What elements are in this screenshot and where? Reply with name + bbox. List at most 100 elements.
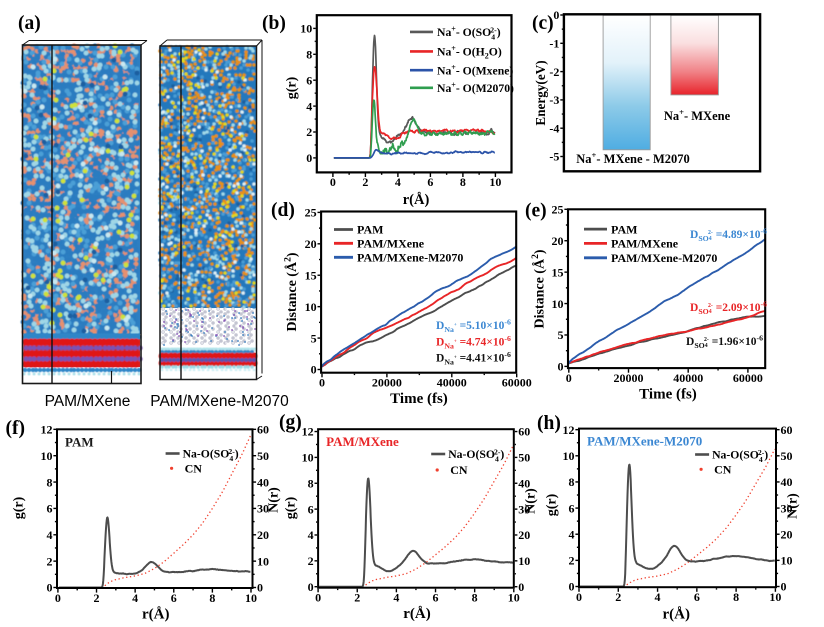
svg-text:25: 25 <box>552 203 564 217</box>
svg-text:10: 10 <box>300 22 312 36</box>
svg-text:50: 50 <box>518 451 530 465</box>
svg-text:r(Å): r(Å) <box>403 192 430 208</box>
svg-text:10: 10 <box>302 451 314 465</box>
svg-text:40000: 40000 <box>437 376 467 390</box>
svg-text:(h): (h) <box>537 413 561 434</box>
svg-text:8: 8 <box>308 476 314 490</box>
svg-text:DSO​42- =1.96×10-6​: DSO​42- =1.96×10-6​ <box>686 334 763 350</box>
svg-text:50: 50 <box>781 449 793 463</box>
svg-text:N(r): N(r) <box>267 487 282 513</box>
svg-text:4: 4 <box>308 528 314 542</box>
svg-text:Na+​- O(H2​O): Na+​- O(H2​O) <box>437 44 502 60</box>
svg-text:0: 0 <box>319 376 325 390</box>
svg-text:(a): (a) <box>18 13 41 34</box>
svg-text:g(r): g(r) <box>285 76 300 99</box>
svg-text:30: 30 <box>257 502 269 516</box>
svg-text:20: 20 <box>552 234 564 248</box>
svg-text:DSO​42- =4.89×10-6​: DSO​42- =4.89×10-6​ <box>690 227 767 243</box>
svg-text:40: 40 <box>518 476 530 490</box>
svg-text:8: 8 <box>472 591 478 605</box>
svg-text:4: 4 <box>395 175 401 189</box>
svg-text:Na+​- O(M2070): Na+​- O(M2070) <box>437 81 514 95</box>
svg-text:PAM/MXene: PAM/MXene <box>45 393 131 410</box>
svg-text:60000: 60000 <box>733 371 763 385</box>
svg-text:2: 2 <box>94 591 100 605</box>
svg-text:60: 60 <box>781 423 793 437</box>
svg-text:50: 50 <box>257 449 269 463</box>
svg-text:(e): (e) <box>525 201 547 222</box>
svg-text:-1: -1 <box>549 37 559 51</box>
svg-text:0: 0 <box>576 590 582 604</box>
svg-text:PAM: PAM <box>65 434 94 449</box>
svg-text:0: 0 <box>308 580 314 594</box>
svg-text:10: 10 <box>518 554 530 568</box>
svg-text:10: 10 <box>245 591 257 605</box>
svg-text:PAM/MXene: PAM/MXene <box>357 237 425 251</box>
svg-text:20000: 20000 <box>372 376 402 390</box>
svg-text:6: 6 <box>569 501 575 515</box>
svg-text:Na+​- MXene: Na+​- MXene <box>664 107 731 123</box>
svg-text:40: 40 <box>781 475 793 489</box>
svg-text:PAM/MXene-M2070: PAM/MXene-M2070 <box>150 393 289 410</box>
svg-text:Na+​- O(Mxene): Na+​- O(Mxene) <box>437 63 513 77</box>
svg-text:Na+​- MXene - M2070: Na+​- MXene - M2070 <box>576 150 690 166</box>
svg-text:2: 2 <box>569 554 575 568</box>
svg-text:2: 2 <box>354 591 360 605</box>
svg-text:10: 10 <box>781 554 793 568</box>
svg-text:PAM/MXene-M2070: PAM/MXene-M2070 <box>587 434 702 449</box>
svg-text:2: 2 <box>362 175 368 189</box>
svg-text:10: 10 <box>305 300 317 314</box>
svg-text:-3: -3 <box>549 93 559 107</box>
svg-text:2: 2 <box>47 554 53 568</box>
svg-text:8: 8 <box>209 591 215 605</box>
svg-text:0: 0 <box>330 175 336 189</box>
svg-text:DSO​42- =2.09×10-6​: DSO​42- =2.09×10-6​ <box>690 300 767 316</box>
svg-text:Time (fs): Time (fs) <box>639 387 697 403</box>
svg-text:CN: CN <box>714 463 732 477</box>
svg-text:15: 15 <box>552 265 564 279</box>
svg-text:5: 5 <box>558 328 564 342</box>
svg-text:40: 40 <box>257 475 269 489</box>
svg-text:Distance (Å2​): Distance (Å2​) <box>531 249 547 328</box>
svg-text:20: 20 <box>257 528 269 542</box>
svg-text:g(r): g(r) <box>284 496 299 519</box>
svg-text:5: 5 <box>311 331 317 345</box>
svg-text:0: 0 <box>553 8 559 22</box>
svg-text:8: 8 <box>460 175 466 189</box>
svg-text:r(Å): r(Å) <box>662 607 689 623</box>
svg-text:r(Å): r(Å) <box>403 606 430 622</box>
svg-text:8: 8 <box>47 475 53 489</box>
svg-text:60000: 60000 <box>502 376 532 390</box>
svg-text:10: 10 <box>769 590 781 604</box>
svg-text:60: 60 <box>257 423 269 437</box>
svg-text:10: 10 <box>563 449 575 463</box>
svg-text:20: 20 <box>781 527 793 541</box>
svg-text:-4: -4 <box>549 121 559 135</box>
svg-text:Na-O(SO42-​): Na-O(SO42-​) <box>183 447 239 463</box>
svg-text:6: 6 <box>171 591 177 605</box>
svg-text:10: 10 <box>489 175 501 189</box>
svg-text:6: 6 <box>427 175 433 189</box>
svg-text:8: 8 <box>733 590 739 604</box>
svg-text:15: 15 <box>305 268 317 282</box>
svg-text:Energy(eV): Energy(eV) <box>533 60 548 125</box>
svg-text:(f): (f) <box>6 418 25 439</box>
svg-text:PAM: PAM <box>357 223 383 237</box>
svg-text:10: 10 <box>508 591 520 605</box>
svg-text:20: 20 <box>305 237 317 251</box>
svg-text:N(r): N(r) <box>524 488 539 514</box>
svg-text:2: 2 <box>308 554 314 568</box>
svg-text:12: 12 <box>41 423 53 437</box>
svg-text:N(r): N(r) <box>786 493 801 519</box>
svg-text:(b): (b) <box>262 13 286 34</box>
svg-text:12: 12 <box>302 425 314 439</box>
svg-text:6: 6 <box>694 590 700 604</box>
svg-text:0: 0 <box>558 360 564 374</box>
svg-text:10: 10 <box>257 554 269 568</box>
svg-text:-2: -2 <box>549 65 559 79</box>
svg-text:0: 0 <box>47 581 53 595</box>
svg-text:10: 10 <box>41 449 53 463</box>
svg-text:0: 0 <box>315 591 321 605</box>
svg-text:Time (fs): Time (fs) <box>390 391 448 407</box>
svg-text:0: 0 <box>781 580 787 594</box>
